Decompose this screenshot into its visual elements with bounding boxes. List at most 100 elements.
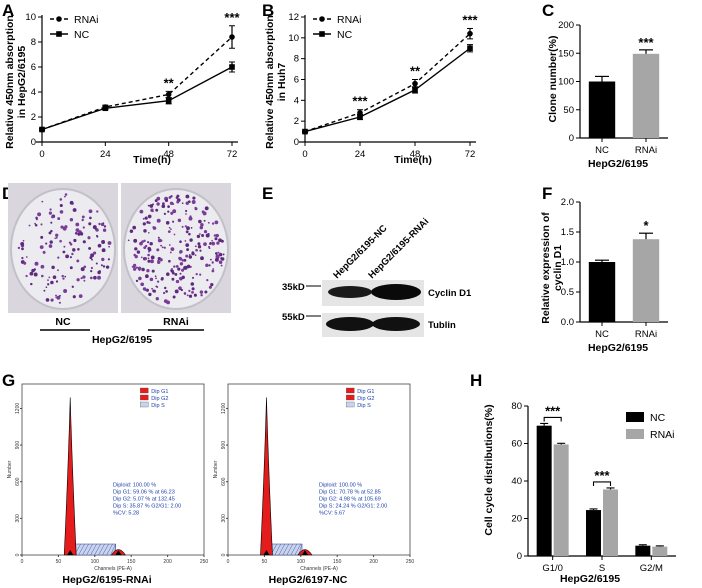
flow-nc-stat: Dip S: 24.24 % G2/G1: 2.00 — [319, 504, 387, 510]
colony-nc — [98, 270, 101, 273]
panel-e-letter: E — [262, 184, 273, 203]
colony-nc — [107, 241, 112, 245]
colony-rnai — [133, 266, 136, 269]
colony-rnai — [203, 219, 206, 222]
colony-nc — [51, 265, 55, 270]
colony-rnai — [198, 219, 202, 224]
colony-rnai — [131, 265, 134, 268]
colony-rnai — [181, 202, 184, 205]
flow-rnai-stat: Dip G1: 59.06 % at 66.23 — [113, 490, 175, 496]
colony-nc — [83, 265, 87, 269]
colony-nc — [40, 223, 43, 226]
colony-nc — [82, 226, 85, 229]
colony-nc — [77, 230, 80, 233]
colony-rnai — [168, 259, 171, 263]
colony-nc — [96, 234, 98, 237]
colony-rnai — [177, 218, 182, 223]
flow-nc-xtick-label: 200 — [369, 559, 378, 565]
colony-nc — [89, 276, 93, 280]
panel-e: E HepG2/6195-NC HepG2/6195-RNAi 35kD 55k… — [262, 184, 472, 337]
colony-rnai — [185, 230, 189, 234]
colony-nc — [50, 229, 53, 233]
colony-rnai — [204, 290, 208, 294]
colony-rnai — [176, 200, 180, 204]
colony-nc — [92, 225, 97, 230]
colony-rnai — [174, 289, 179, 294]
colony-rnai — [179, 262, 184, 266]
flow-plot-nc: 0 50 100 150 200 250 0 300 600 900 1200 Channels (P… — [213, 383, 414, 572]
colony-rnai — [168, 226, 171, 229]
colony-rnai — [201, 210, 205, 214]
panel-a-xtick-label: 48 — [163, 149, 174, 160]
colony-rnai — [218, 252, 223, 257]
panel-b-xtick-label: 72 — [465, 149, 476, 160]
panel-a-ytick-label: 10 — [25, 12, 36, 23]
colony-rnai — [135, 279, 139, 283]
panel-b-xtick-label: 48 — [410, 149, 421, 160]
panel-b-point-nc — [357, 114, 363, 120]
colony-nc — [90, 269, 93, 273]
colony-rnai — [179, 251, 182, 254]
panel-h-bar-rnai — [553, 444, 569, 556]
protein-tublin: Tublin — [428, 320, 456, 331]
panel-g-letter: G — [2, 371, 15, 390]
panel-a-legend-nc-label: NC — [74, 29, 90, 41]
colony-nc — [59, 239, 62, 243]
panel-g: G 0 50 100 150 200 250 0 300 600 900 1200 Channels … — [2, 371, 414, 586]
colony-nc — [31, 268, 35, 273]
colony-rnai — [188, 294, 193, 298]
colony-rnai — [156, 218, 161, 223]
colony-nc — [50, 298, 54, 302]
flow-rnai-ytick-label: 0 — [15, 553, 21, 556]
colony-rnai — [197, 242, 201, 246]
flow-nc-s-hatch — [274, 543, 282, 556]
panel-a-letter: A — [2, 1, 14, 20]
flow-nc-stat: Dip G2: 4.98 % at 105.69 — [319, 497, 381, 503]
colony-rnai — [165, 221, 170, 225]
panel-b-ytick-label: 12 — [288, 12, 299, 23]
colony-rnai — [138, 276, 142, 281]
colony-rnai — [186, 294, 189, 297]
colony-rnai — [170, 269, 174, 273]
flow-nc-xtick-label: 0 — [227, 559, 230, 565]
colony-rnai — [155, 285, 158, 288]
colony-rnai — [157, 259, 160, 262]
svg-text:Relative expression of: Relative expression of — [540, 212, 552, 324]
flow-nc-frame — [227, 383, 411, 556]
panel-b-point-nc — [467, 45, 473, 52]
colony-rnai — [191, 200, 196, 204]
colony-rnai — [156, 248, 160, 252]
colony-rnai — [178, 286, 182, 291]
flow-rnai-s-hatch — [110, 543, 116, 556]
colony-rnai — [155, 277, 157, 280]
dish-label-rnai: RNAi — [163, 316, 189, 328]
colony-rnai — [184, 240, 187, 242]
colony-nc — [95, 228, 99, 232]
panel-a-ytick-label: 2 — [31, 112, 36, 123]
band-tublin-rnai — [372, 317, 420, 331]
colony-rnai — [185, 243, 190, 247]
panel-a-xtick-label: 72 — [227, 149, 238, 160]
colony-rnai — [208, 264, 211, 267]
colony-rnai — [196, 234, 201, 239]
colony-rnai — [171, 277, 175, 281]
flow-nc-ytick-label: 300 — [221, 514, 227, 523]
colony-rnai — [134, 247, 138, 251]
flow-caption-nc: HepG2/6197-NC — [269, 574, 348, 586]
colony-nc — [90, 266, 93, 270]
panel-b: B Relative 450nm absorption in Huh7 0246… — [262, 1, 479, 166]
panel-h-bar-rnai — [603, 489, 618, 556]
colony-nc — [78, 294, 83, 298]
flow-nc-xtick-label: 50 — [262, 559, 268, 565]
colony-nc — [52, 275, 57, 279]
flow-rnai-legend-label: Dip G1 — [151, 389, 168, 395]
colony-nc — [45, 286, 48, 289]
colony-rnai — [149, 242, 153, 246]
panel-b-legend-rnai-marker — [319, 16, 325, 22]
colony-nc — [90, 253, 95, 258]
panel-f: F Relative expression of cyclin D1 0.00.… — [540, 184, 668, 354]
colony-nc — [82, 275, 86, 279]
colony-rnai — [161, 246, 164, 249]
panel-b-series-nc-line — [304, 47, 471, 133]
flow-rnai-legend-swatch — [140, 401, 149, 408]
